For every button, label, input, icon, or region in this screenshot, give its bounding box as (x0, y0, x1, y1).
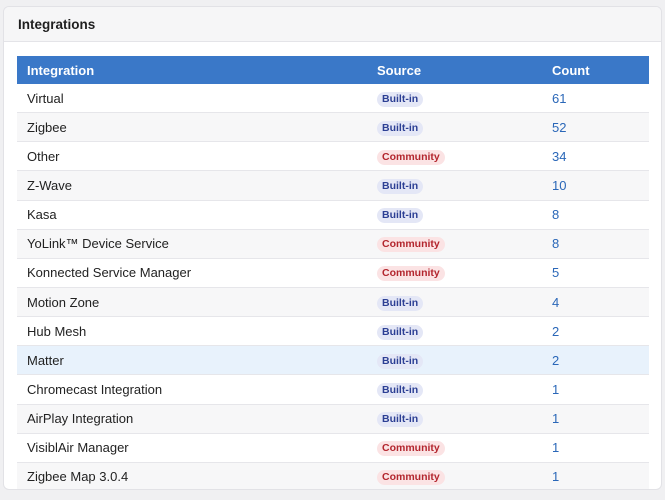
builtin-badge: Built-in (377, 208, 424, 224)
table-header-row: Integration Source Count (17, 56, 649, 84)
device-count-link[interactable]: 2 (542, 345, 649, 376)
source-cell: Community (367, 141, 542, 172)
integration-name: Hub Mesh (17, 316, 367, 347)
table-row[interactable]: Other Community 34 (17, 141, 649, 172)
source-cell: Built-in (367, 345, 542, 376)
source-cell: Built-in (367, 170, 542, 201)
device-count-link[interactable]: 1 (542, 462, 649, 489)
device-count-link[interactable]: 10 (542, 170, 649, 201)
source-cell: Built-in (367, 200, 542, 230)
device-count-link[interactable]: 5 (542, 258, 649, 288)
source-cell: Built-in (367, 112, 542, 143)
integration-name: Chromecast Integration (17, 374, 367, 405)
table-row[interactable]: Zigbee Map 3.0.4 Community 1 (17, 462, 649, 489)
column-header-count[interactable]: Count (542, 56, 649, 84)
integrations-panel: Integrations Integration Source Count Vi… (3, 6, 662, 490)
integration-name: Zigbee (17, 112, 367, 143)
device-count-link[interactable]: 8 (542, 229, 649, 259)
source-cell: Community (367, 433, 542, 463)
integrations-table: Integration Source Count Virtual Built-in… (17, 56, 649, 489)
builtin-badge: Built-in (377, 295, 424, 311)
community-badge: Community (377, 149, 445, 165)
integration-name: VisiblAir Manager (17, 433, 367, 463)
column-header-integration[interactable]: Integration (17, 56, 367, 84)
table-row[interactable]: Matter Built-in 2 (17, 345, 649, 376)
integration-name: Konnected Service Manager (17, 258, 367, 288)
table-row[interactable]: Virtual Built-in 61 (17, 84, 649, 114)
table-row[interactable]: Motion Zone Built-in 4 (17, 287, 649, 318)
integration-name: YoLink™ Device Service (17, 229, 367, 259)
builtin-badge: Built-in (377, 382, 424, 398)
community-badge: Community (377, 470, 445, 486)
table-row[interactable]: AirPlay Integration Built-in 1 (17, 404, 649, 434)
builtin-badge: Built-in (377, 412, 424, 428)
table-row[interactable]: Zigbee Built-in 52 (17, 112, 649, 143)
device-count-link[interactable]: 61 (542, 84, 649, 114)
source-cell: Built-in (367, 374, 542, 405)
builtin-badge: Built-in (377, 178, 424, 194)
integration-name: Other (17, 141, 367, 172)
integration-name: Zigbee Map 3.0.4 (17, 462, 367, 489)
panel-title: Integrations (4, 7, 661, 42)
table-row[interactable]: Konnected Service Manager Community 5 (17, 258, 649, 288)
device-count-link[interactable]: 4 (542, 287, 649, 318)
builtin-badge: Built-in (377, 324, 424, 340)
source-cell: Built-in (367, 84, 542, 114)
integration-name: Matter (17, 345, 367, 376)
table-row[interactable]: YoLink™ Device Service Community 8 (17, 229, 649, 259)
table-row[interactable]: Chromecast Integration Built-in 1 (17, 374, 649, 405)
device-count-link[interactable]: 8 (542, 200, 649, 230)
device-count-link[interactable]: 1 (542, 433, 649, 463)
builtin-badge: Built-in (377, 353, 424, 369)
source-cell: Built-in (367, 287, 542, 318)
integration-name: Virtual (17, 84, 367, 114)
device-count-link[interactable]: 2 (542, 316, 649, 347)
integration-name: Kasa (17, 200, 367, 230)
builtin-badge: Built-in (377, 91, 424, 107)
integration-name: Z-Wave (17, 170, 367, 201)
community-badge: Community (377, 237, 445, 253)
builtin-badge: Built-in (377, 120, 424, 136)
column-header-source[interactable]: Source (367, 56, 542, 84)
device-count-link[interactable]: 1 (542, 404, 649, 434)
source-cell: Built-in (367, 316, 542, 347)
table-row[interactable]: Kasa Built-in 8 (17, 200, 649, 230)
device-count-link[interactable]: 52 (542, 112, 649, 143)
source-cell: Community (367, 258, 542, 288)
device-count-link[interactable]: 34 (542, 141, 649, 172)
device-count-link[interactable]: 1 (542, 374, 649, 405)
table-row[interactable]: Hub Mesh Built-in 2 (17, 316, 649, 347)
integration-name: AirPlay Integration (17, 404, 367, 434)
community-badge: Community (377, 441, 445, 457)
source-cell: Community (367, 462, 542, 489)
community-badge: Community (377, 266, 445, 282)
table-row[interactable]: VisiblAir Manager Community 1 (17, 433, 649, 463)
source-cell: Built-in (367, 404, 542, 434)
source-cell: Community (367, 229, 542, 259)
integration-name: Motion Zone (17, 287, 367, 318)
table-row[interactable]: Z-Wave Built-in 10 (17, 170, 649, 201)
